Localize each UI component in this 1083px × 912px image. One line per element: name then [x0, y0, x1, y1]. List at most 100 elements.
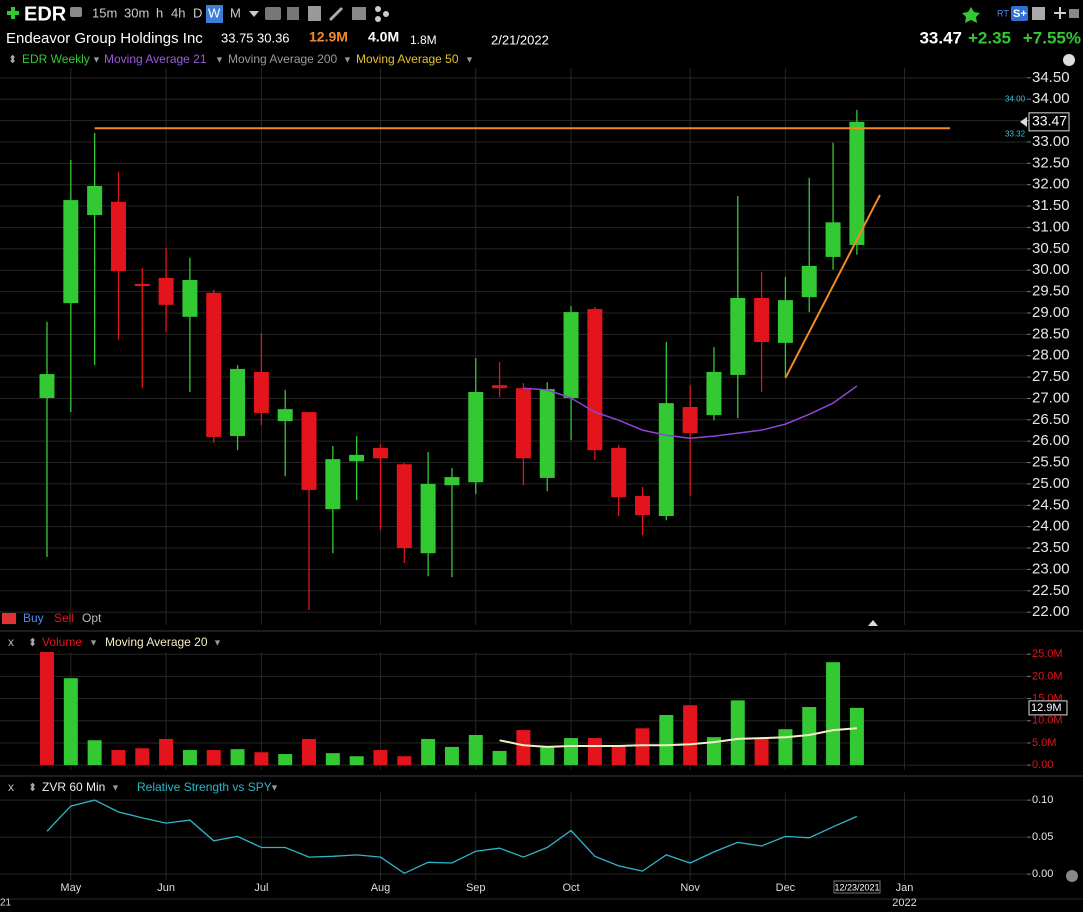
y-tick-label: 0.05 — [1032, 831, 1053, 843]
x-tick-label: Oct — [562, 882, 579, 894]
legend-entry[interactable]: Moving Average 50 — [356, 52, 459, 66]
icon[interactable] — [287, 7, 299, 20]
timeframe[interactable]: h — [156, 5, 163, 20]
candle-body — [182, 280, 198, 317]
candle-body — [444, 477, 460, 486]
badge[interactable]: RT — [997, 8, 1009, 18]
y-tick-label: 22.50 — [1032, 582, 1070, 599]
candle-body — [396, 464, 412, 549]
volume-bar — [516, 730, 531, 766]
y-tick-label: 27.50 — [1032, 368, 1070, 385]
timeframe[interactable]: 15m — [92, 5, 117, 20]
change: +2.35 — [968, 28, 1011, 47]
icon[interactable] — [328, 6, 344, 22]
scroll-icon[interactable] — [1066, 870, 1078, 882]
y-tick-label: 29.50 — [1032, 283, 1070, 300]
dropdown[interactable]: ▼ — [213, 637, 222, 647]
sell-button[interactable]: Sell — [54, 611, 74, 625]
dropdown[interactable]: ▼ — [111, 782, 120, 792]
legend-entry[interactable]: EDR Weekly — [22, 52, 90, 66]
dropdown[interactable]: ▼ — [270, 782, 279, 792]
legend-entry[interactable]: Relative Strength vs SPY — [137, 780, 272, 794]
icon[interactable] — [1032, 7, 1045, 20]
star-icon[interactable] — [962, 7, 980, 23]
candle-body — [777, 300, 793, 343]
rs-line — [46, 799, 858, 875]
candle-body — [39, 374, 55, 399]
volume-plot — [0, 652, 1027, 770]
candle-body — [682, 406, 698, 434]
volume-bar — [397, 756, 412, 766]
icon[interactable] — [70, 7, 82, 17]
y-tick-label: 31.00 — [1032, 218, 1070, 235]
y-tick-label: 26.00 — [1032, 432, 1070, 449]
icon[interactable] — [375, 16, 381, 22]
buy-button[interactable]: Buy — [23, 611, 44, 625]
low: 30.36 — [257, 30, 290, 45]
dropdown[interactable]: ▼ — [215, 54, 224, 64]
timeframe[interactable]: M — [230, 5, 241, 20]
icon[interactable] — [1069, 9, 1079, 18]
legend-entry[interactable]: Moving Average 21 — [104, 52, 207, 66]
candle-body — [134, 283, 150, 287]
y-tick-label: 0.00 — [1032, 759, 1053, 771]
icon[interactable] — [1054, 7, 1066, 19]
volume-bar — [849, 707, 864, 766]
timeframe[interactable]: D — [193, 5, 202, 20]
symbol[interactable]: EDR — [24, 3, 67, 25]
drag-icon[interactable]: ⬍ — [8, 54, 17, 66]
settings-icon[interactable] — [1063, 54, 1075, 66]
year-label: 2022 — [892, 897, 916, 909]
timeframe[interactable]: 4h — [171, 5, 185, 20]
cursor-date-box — [833, 880, 881, 894]
x-tick-label: Aug — [371, 882, 391, 894]
y-tick-label: 22.00 — [1032, 603, 1070, 620]
y-tick-label: 24.00 — [1032, 518, 1070, 535]
dropdown[interactable] — [249, 11, 259, 17]
last-volume-label: 12.9M — [1031, 702, 1062, 714]
x-tick-label: Dec — [776, 882, 796, 894]
dropdown[interactable]: ▼ — [343, 54, 352, 64]
icon[interactable] — [352, 7, 366, 20]
trade-icon[interactable] — [2, 613, 16, 624]
volume-bar — [730, 700, 745, 766]
badge-box[interactable] — [1011, 6, 1028, 21]
candle-body — [539, 389, 555, 478]
y-tick-label: 28.00 — [1032, 347, 1070, 364]
legend-entry[interactable]: Moving Average 200 — [228, 52, 338, 66]
last-price-box — [1028, 112, 1070, 132]
panel-title[interactable]: ZVR 60 Min — [42, 780, 105, 794]
timeframe[interactable]: 30m — [124, 5, 149, 20]
icon[interactable] — [383, 11, 389, 17]
icon[interactable] — [375, 6, 381, 12]
y-tick-label: 23.00 — [1032, 560, 1070, 577]
candle-body — [420, 483, 436, 554]
legend-entry[interactable]: Moving Average 20 — [105, 635, 208, 649]
drag-icon[interactable]: ⬍ — [28, 782, 37, 794]
last-price-pointer — [1020, 116, 1027, 127]
badge[interactable]: S+ — [1013, 8, 1027, 20]
y-tick-label: 25.50 — [1032, 454, 1070, 471]
x-tick-label: Jan — [896, 882, 914, 894]
icon[interactable] — [308, 6, 321, 21]
y-tick-label: 29.00 — [1032, 304, 1070, 321]
panel-title[interactable]: Volume — [42, 635, 82, 649]
dropdown[interactable]: ▼ — [89, 637, 98, 647]
drag-icon[interactable]: ⬍ — [28, 637, 37, 649]
volume-bar — [540, 746, 555, 766]
close-panel[interactable]: x — [8, 780, 14, 794]
candle-body — [587, 309, 603, 451]
volume-bar — [325, 753, 340, 766]
x-tick-label: Nov — [680, 882, 700, 894]
date: 2/21/2022 — [491, 32, 549, 47]
candle-body — [110, 201, 126, 272]
close-panel[interactable]: x — [8, 635, 14, 649]
options-button[interactable]: Opt — [82, 611, 102, 625]
timeframe[interactable]: W — [208, 5, 221, 20]
volume-bar — [492, 750, 507, 766]
icon[interactable] — [265, 7, 281, 20]
dropdown[interactable]: ▼ — [92, 54, 101, 64]
dropdown[interactable]: ▼ — [465, 54, 474, 64]
add-icon[interactable] — [7, 7, 19, 19]
